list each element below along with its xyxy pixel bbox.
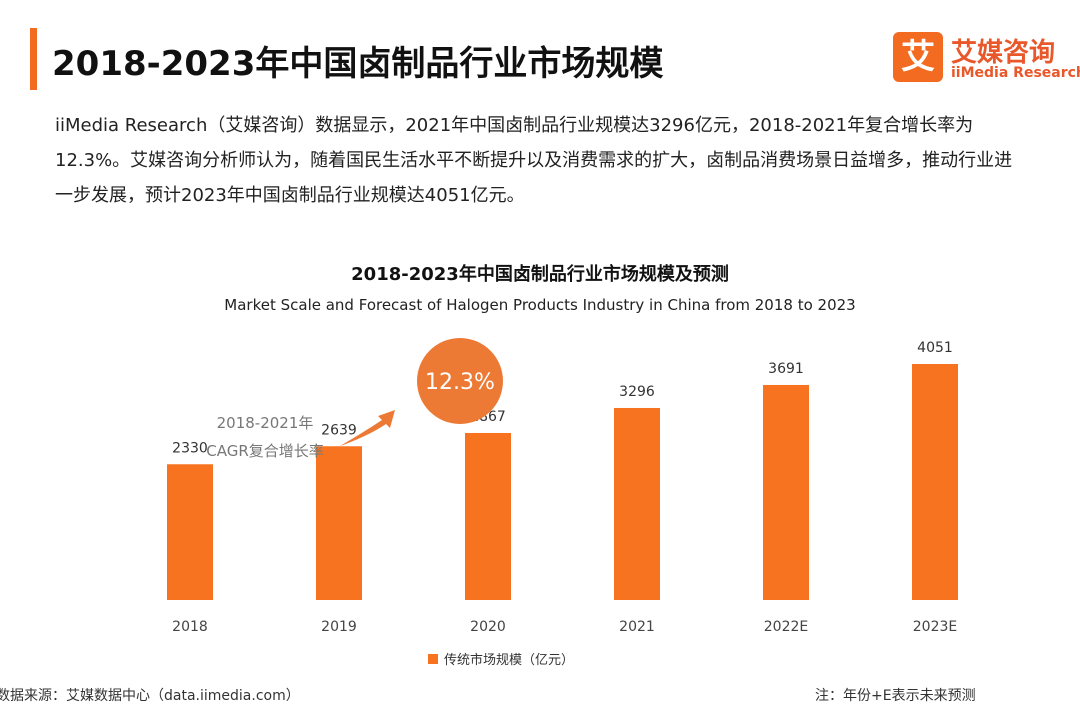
cagr-label-line2: CAGR复合增长率 [206,442,324,460]
intro-paragraph: iiMedia Research（艾媒咨询）数据显示，2021年中国卤制品行业规… [55,115,1013,206]
data-label-2023E: 4051 [917,340,953,356]
x-tick-2020: 2020 [470,619,506,635]
logo-mark: 艾 [893,32,943,82]
logo-english-name: iiMedia Research [951,65,1080,81]
data-label-2021: 3296 [619,384,655,400]
chart-title: 2018-2023年中国卤制品行业市场规模及预测 [351,264,729,285]
x-tick-2021: 2021 [619,619,655,635]
logo-chinese-name: 艾媒咨询 [951,38,1056,68]
chart-subtitle: Market Scale and Forecast of Halogen Pro… [224,296,856,314]
x-tick-2018: 2018 [172,619,208,635]
data-source: 数据来源：艾媒数据中心（data.iimedia.com） [0,688,300,704]
bar-2018 [167,464,213,600]
cagr-circle [417,338,503,424]
data-label-2019: 2639 [321,422,357,438]
x-tick-2023E: 2023E [913,619,957,635]
cagr-arrow [340,410,395,446]
bar-2019 [316,446,362,600]
page-title: 2018-2023年中国卤制品行业市场规模 [52,44,664,84]
data-label-2022E: 3691 [768,361,804,377]
bar-2022E [763,384,809,600]
legend-swatch [428,654,438,664]
cagr-label-line1: 2018-2021年 [217,414,314,432]
bar-2021 [614,407,660,600]
data-label-2018: 2330 [172,440,208,456]
title-accent-bar [30,28,37,90]
forecast-note: 注：年份+E表示未来预测 [815,688,976,704]
bar-2020 [465,432,511,600]
x-tick-2019: 2019 [321,619,357,635]
legend-label: 传统市场规模（亿元） [444,652,574,668]
x-tick-2022E: 2022E [764,619,808,635]
cagr-value: 12.3% [425,370,495,395]
bar-2023E [912,364,958,600]
iimedia-logo: 艾 艾媒咨询 iiMedia Research [893,32,1080,84]
